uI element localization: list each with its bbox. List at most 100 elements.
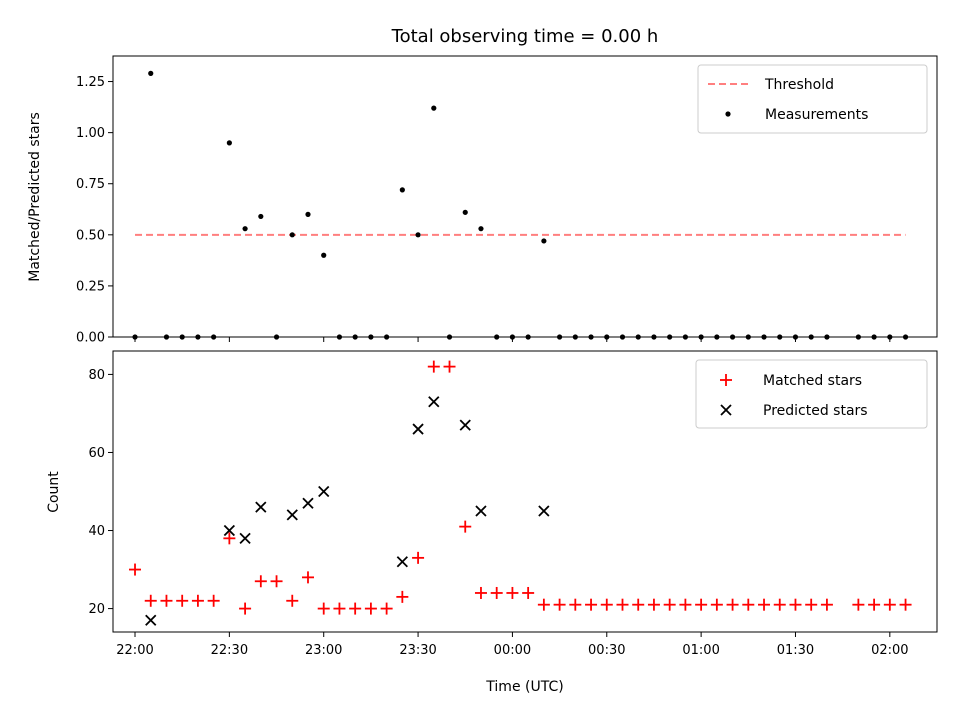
x-tick-label: 22:00 xyxy=(116,643,153,658)
top-y-tick-label: 0.75 xyxy=(76,177,105,192)
predicted-star-point xyxy=(412,423,424,435)
x-tick-label: 00:00 xyxy=(494,643,531,658)
top-legend-box xyxy=(697,64,928,134)
matched-star-point xyxy=(129,563,142,576)
matched-star-point xyxy=(412,551,425,564)
top-y-tick-label: 0.25 xyxy=(76,279,105,294)
matched-star-point xyxy=(773,598,786,611)
predicted-stars-legend-swatch xyxy=(720,404,732,416)
measurement-point xyxy=(399,187,405,193)
measurement-point xyxy=(541,238,547,244)
x-stroke-b xyxy=(475,505,487,517)
matched-stars-legend-label: Matched stars xyxy=(763,373,862,389)
x-stroke-b xyxy=(302,497,314,509)
predicted-star-point xyxy=(459,419,471,431)
measurement-point xyxy=(431,105,437,111)
matched-star-point xyxy=(522,586,535,599)
predicted-star-point xyxy=(396,556,408,568)
measurement-point xyxy=(415,232,421,238)
matched-star-point xyxy=(270,575,283,588)
x-tick-label: 02:00 xyxy=(871,643,908,658)
matched-star-point xyxy=(144,594,157,607)
measurement-point xyxy=(305,211,311,217)
matched-star-point xyxy=(349,602,362,615)
top-y-tick-label: 1.25 xyxy=(76,75,105,90)
x-stroke-b xyxy=(255,501,267,513)
measurement-point xyxy=(258,213,264,220)
predicted-stars-legend-label: Predicted stars xyxy=(763,403,868,419)
x-tick-label: 23:00 xyxy=(305,643,342,658)
matched-star-point xyxy=(301,571,314,584)
matched-star-point xyxy=(160,594,173,607)
predicted-star-point xyxy=(223,524,236,537)
matched-star-point xyxy=(585,598,598,611)
matched-star-point xyxy=(506,586,519,599)
bottom-y-tick-label: 80 xyxy=(88,368,105,383)
matched-star-point xyxy=(239,602,252,615)
top-y-tick-label: 0.00 xyxy=(76,331,105,346)
matched-star-point xyxy=(695,598,708,611)
matched-star-point xyxy=(868,598,881,611)
x-stroke-b xyxy=(318,485,330,498)
matched-star-point xyxy=(883,598,896,611)
matched-star-point xyxy=(443,360,456,373)
bottom-axes-frame xyxy=(112,350,938,633)
measurement-point xyxy=(478,226,484,232)
chart-title: Total observing time = 0.00 h xyxy=(391,26,659,47)
bottom-legend: Matched stars Predicted stars xyxy=(695,359,928,429)
matched-star-point xyxy=(758,598,771,611)
matched-stars-legend-swatch xyxy=(720,374,732,386)
measurement-point xyxy=(321,252,327,258)
x-tick-label: 22:30 xyxy=(211,643,248,658)
matched-star-point xyxy=(474,586,487,599)
matched-star-point xyxy=(396,590,409,603)
x-stroke-b xyxy=(538,505,550,517)
matched-star-point xyxy=(207,594,220,607)
x-stroke-b xyxy=(428,396,440,408)
matched-star-point xyxy=(805,598,818,611)
matched-star-point xyxy=(852,598,865,611)
matched-star-point xyxy=(632,598,645,611)
matched-star-point xyxy=(286,594,299,607)
matched-star-point xyxy=(254,575,267,588)
matched-star-point xyxy=(663,598,676,611)
matched-star-point xyxy=(537,598,550,611)
matched-star-point xyxy=(427,360,440,373)
bottom-legend-box xyxy=(695,359,928,429)
matched-star-point xyxy=(176,594,189,607)
top-axes-frame xyxy=(112,55,938,338)
measurement-point xyxy=(226,140,232,146)
predicted-star-point xyxy=(475,505,487,517)
matched-star-point xyxy=(710,598,723,611)
measurement-point xyxy=(462,209,468,215)
predicted-star-point xyxy=(239,532,251,544)
bottom-y-axis-label: Count xyxy=(46,471,62,513)
x-stroke-b xyxy=(459,419,471,431)
top-legend: Threshold Measurements xyxy=(697,64,928,134)
matched-star-point xyxy=(364,602,377,615)
x-tick-label: 01:30 xyxy=(777,643,814,658)
measurements-legend-label: Measurements xyxy=(765,107,868,123)
matched-star-point xyxy=(726,598,739,611)
x-stroke-b xyxy=(239,532,251,544)
predicted-star-point xyxy=(145,614,157,626)
matched-star-point xyxy=(569,598,582,611)
threshold-legend-label: Threshold xyxy=(764,77,834,93)
matched-star-point xyxy=(333,602,346,615)
x-tick-label: 00:30 xyxy=(588,643,625,658)
matched-star-point xyxy=(600,598,613,611)
matched-star-point xyxy=(616,598,629,611)
bottom-y-tick-label: 60 xyxy=(88,446,105,461)
matched-star-point xyxy=(742,598,755,611)
predicted-star-point xyxy=(255,501,267,513)
predicted-star-point xyxy=(286,509,298,521)
matched-star-point xyxy=(317,602,330,615)
measurement-point xyxy=(289,232,295,238)
x-stroke-b xyxy=(396,556,408,568)
x-stroke-b xyxy=(286,509,298,521)
matched-star-point xyxy=(459,520,472,533)
measurements-legend-swatch xyxy=(725,111,731,117)
matched-star-point xyxy=(553,598,566,611)
predicted-star-point xyxy=(318,485,330,498)
top-y-tick-label: 0.50 xyxy=(76,228,105,243)
